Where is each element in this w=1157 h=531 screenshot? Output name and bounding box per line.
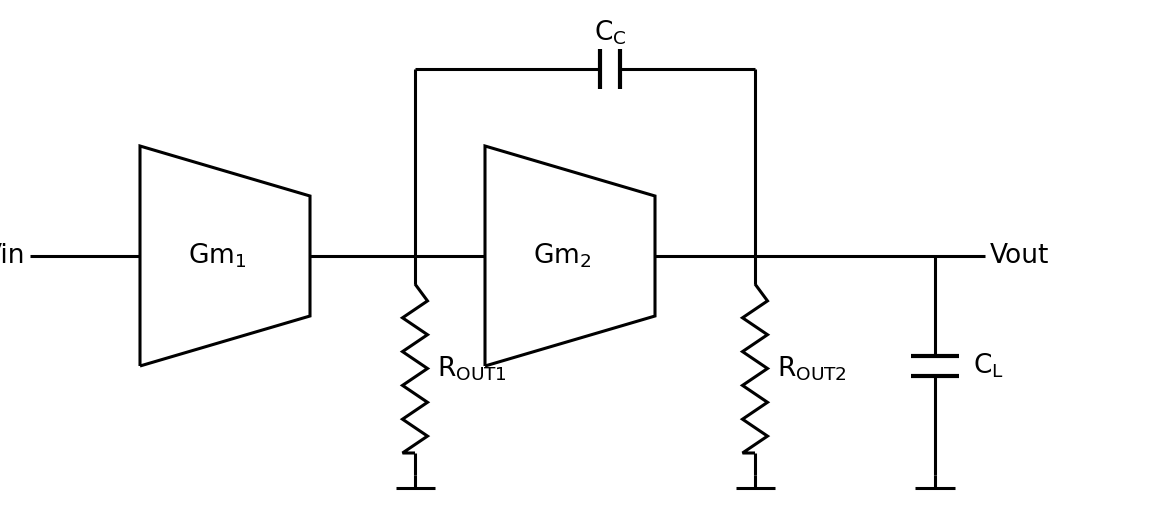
Text: C$_{\rm C}$: C$_{\rm C}$ bbox=[594, 19, 626, 47]
Text: Vin: Vin bbox=[0, 243, 25, 269]
Text: Gm$_2$: Gm$_2$ bbox=[533, 242, 591, 270]
Text: C$_{\rm L}$: C$_{\rm L}$ bbox=[973, 351, 1004, 380]
Text: Vout: Vout bbox=[990, 243, 1049, 269]
Text: R$_{\rm OUT2}$: R$_{\rm OUT2}$ bbox=[778, 354, 847, 383]
Text: Gm$_1$: Gm$_1$ bbox=[187, 242, 246, 270]
Text: R$_{\rm OUT1}$: R$_{\rm OUT1}$ bbox=[437, 354, 507, 383]
